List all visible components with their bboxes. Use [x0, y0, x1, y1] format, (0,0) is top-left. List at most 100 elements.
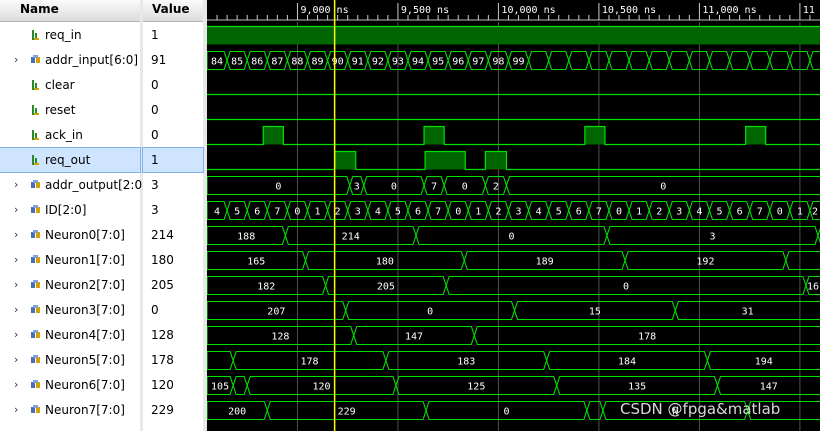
bus-value-label: 87: [271, 57, 283, 68]
bus-value-label: 214: [342, 232, 360, 243]
bus-segment: [484, 175, 508, 196]
bus-segment: [266, 200, 288, 221]
expand-arrow-icon[interactable]: ›: [14, 203, 19, 216]
value-column: Value 1 91 0 0 0 1 3 3 214 180 205 0 128 178 120 229: [142, 0, 204, 431]
value-column-header[interactable]: Value: [143, 0, 203, 22]
signal-row-13[interactable]: › Neuron5[7:0]: [0, 348, 140, 372]
bus-segment: [232, 350, 387, 371]
bit-signal-icon: [32, 30, 39, 40]
expand-arrow-icon[interactable]: ›: [14, 353, 19, 366]
bus-value-label: 5: [234, 207, 240, 218]
bit-high-fill: [334, 151, 356, 170]
bus-segment: [427, 50, 449, 71]
signal-name: Neuron0[7:0]: [45, 228, 125, 242]
signal-name: Neuron5[7:0]: [45, 353, 125, 367]
bus-value-label: 0: [455, 207, 461, 218]
bus-segment: [363, 175, 425, 196]
bus-value-label: 147: [405, 332, 423, 343]
bit-signal-icon: [32, 155, 39, 165]
signal-row-12[interactable]: › Neuron4[7:0]: [0, 323, 140, 347]
signal-row-4[interactable]: ack_in: [0, 123, 140, 147]
bus-segment: [226, 200, 248, 221]
ruler-label: 10,500 ns: [602, 5, 656, 16]
bus-value-label: 4: [375, 207, 381, 218]
expand-arrow-icon[interactable]: ›: [14, 328, 19, 341]
signal-value-row-8[interactable]: 214: [143, 223, 203, 247]
signal-value-row-1[interactable]: 91: [143, 48, 203, 72]
bus-value-label: 192: [696, 257, 714, 268]
signal-value-row-4[interactable]: 0: [143, 123, 203, 147]
expand-arrow-icon[interactable]: ›: [14, 253, 19, 266]
bus-value-label: 0: [503, 407, 509, 418]
signal-row-0[interactable]: req_in: [0, 23, 140, 47]
signal-row-2[interactable]: clear: [0, 73, 140, 97]
bus-value-label: 0: [462, 182, 468, 193]
expand-arrow-icon[interactable]: ›: [14, 278, 19, 291]
bus-segment: [447, 50, 469, 71]
signal-value: 0: [151, 78, 159, 92]
expand-arrow-icon[interactable]: ›: [14, 378, 19, 391]
expand-arrow-icon[interactable]: ›: [14, 228, 19, 241]
signal-row-10[interactable]: › Neuron2[7:0]: [0, 273, 140, 297]
bus-value-label: 6: [737, 207, 743, 218]
signal-value-row-6[interactable]: 3: [143, 173, 203, 197]
bus-segment: [473, 325, 820, 346]
signal-value-row-13[interactable]: 178: [143, 348, 203, 372]
signal-value-row-14[interactable]: 120: [143, 373, 203, 397]
name-column-header[interactable]: Name: [0, 0, 140, 22]
waveform-area[interactable]: 9,000 ns 9,500 ns 10,000 ns 10,500 ns 11,000…: [207, 0, 820, 431]
bus-segment: [747, 400, 820, 421]
signal-value: 1: [151, 28, 159, 42]
signal-row-1[interactable]: › addr_input[6:0]: [0, 48, 140, 72]
watermark: CSDN @fpga&matlab: [620, 400, 781, 418]
expand-arrow-icon[interactable]: ›: [14, 53, 19, 66]
ruler-label: 9,000 ns: [300, 5, 348, 16]
bus-value-label: 5: [395, 207, 401, 218]
expand-arrow-icon[interactable]: ›: [14, 303, 19, 316]
signal-row-6[interactable]: › addr_output[2:0]: [0, 173, 147, 197]
signal-value-row-9[interactable]: 180: [143, 248, 203, 272]
signal-value: 0: [151, 103, 159, 117]
signal-value: 3: [151, 178, 159, 192]
ruler-label: 11: [803, 5, 815, 16]
bit-high-fill: [263, 126, 284, 145]
name-column: Name req_in › addr_input[6:0] clear reset ack…: [0, 0, 147, 431]
signal-row-8[interactable]: › Neuron0[7:0]: [0, 223, 140, 247]
bus-signal-icon: [31, 380, 40, 388]
signal-value-row-7[interactable]: 3: [143, 198, 203, 222]
bus-value-label: 194: [755, 357, 773, 368]
signal-value-row-10[interactable]: 205: [143, 273, 203, 297]
expand-arrow-icon[interactable]: ›: [14, 403, 19, 416]
bus-signal-icon: [31, 355, 40, 363]
signal-row-3[interactable]: reset: [0, 98, 140, 122]
signal-row-7[interactable]: › ID[2:0]: [0, 198, 140, 222]
bus-value-label: 125: [467, 382, 485, 393]
signal-row-14[interactable]: › Neuron6[7:0]: [0, 373, 140, 397]
signal-value-row-2[interactable]: 0: [143, 73, 203, 97]
expand-arrow-icon[interactable]: ›: [14, 178, 19, 191]
signal-row-9[interactable]: › Neuron1[7:0]: [0, 248, 140, 272]
signal-value-row-12[interactable]: 128: [143, 323, 203, 347]
signal-name: ID[2:0]: [45, 203, 87, 217]
signal-row-15[interactable]: › Neuron7[7:0]: [0, 398, 140, 422]
signal-name: Neuron1[7:0]: [45, 253, 125, 267]
signal-row-5[interactable]: req_out: [0, 147, 141, 173]
bit-wave: [207, 150, 820, 171]
time-ruler: [207, 0, 820, 22]
signal-name: req_in: [45, 28, 82, 42]
signal-name: addr_output[2:0]: [45, 178, 147, 192]
bus-value-label: 207: [267, 307, 285, 318]
signal-value-row-0[interactable]: 1: [143, 23, 203, 47]
signal-value-row-11[interactable]: 0: [143, 298, 203, 322]
bus-segment: [688, 50, 711, 71]
bus-value-label: 6: [254, 207, 260, 218]
signal-row-11[interactable]: › Neuron3[7:0]: [0, 298, 140, 322]
bus-value-label: 15: [589, 307, 601, 318]
signal-value-row-15[interactable]: 229: [143, 398, 203, 422]
signal-value-row-5[interactable]: 1: [142, 147, 204, 173]
bus-value-label: 0: [777, 207, 783, 218]
bus-value-label: 4: [536, 207, 542, 218]
signal-value-row-3[interactable]: 0: [143, 98, 203, 122]
bus-value-label: 2: [493, 182, 499, 193]
signal-value: 3: [151, 203, 159, 217]
